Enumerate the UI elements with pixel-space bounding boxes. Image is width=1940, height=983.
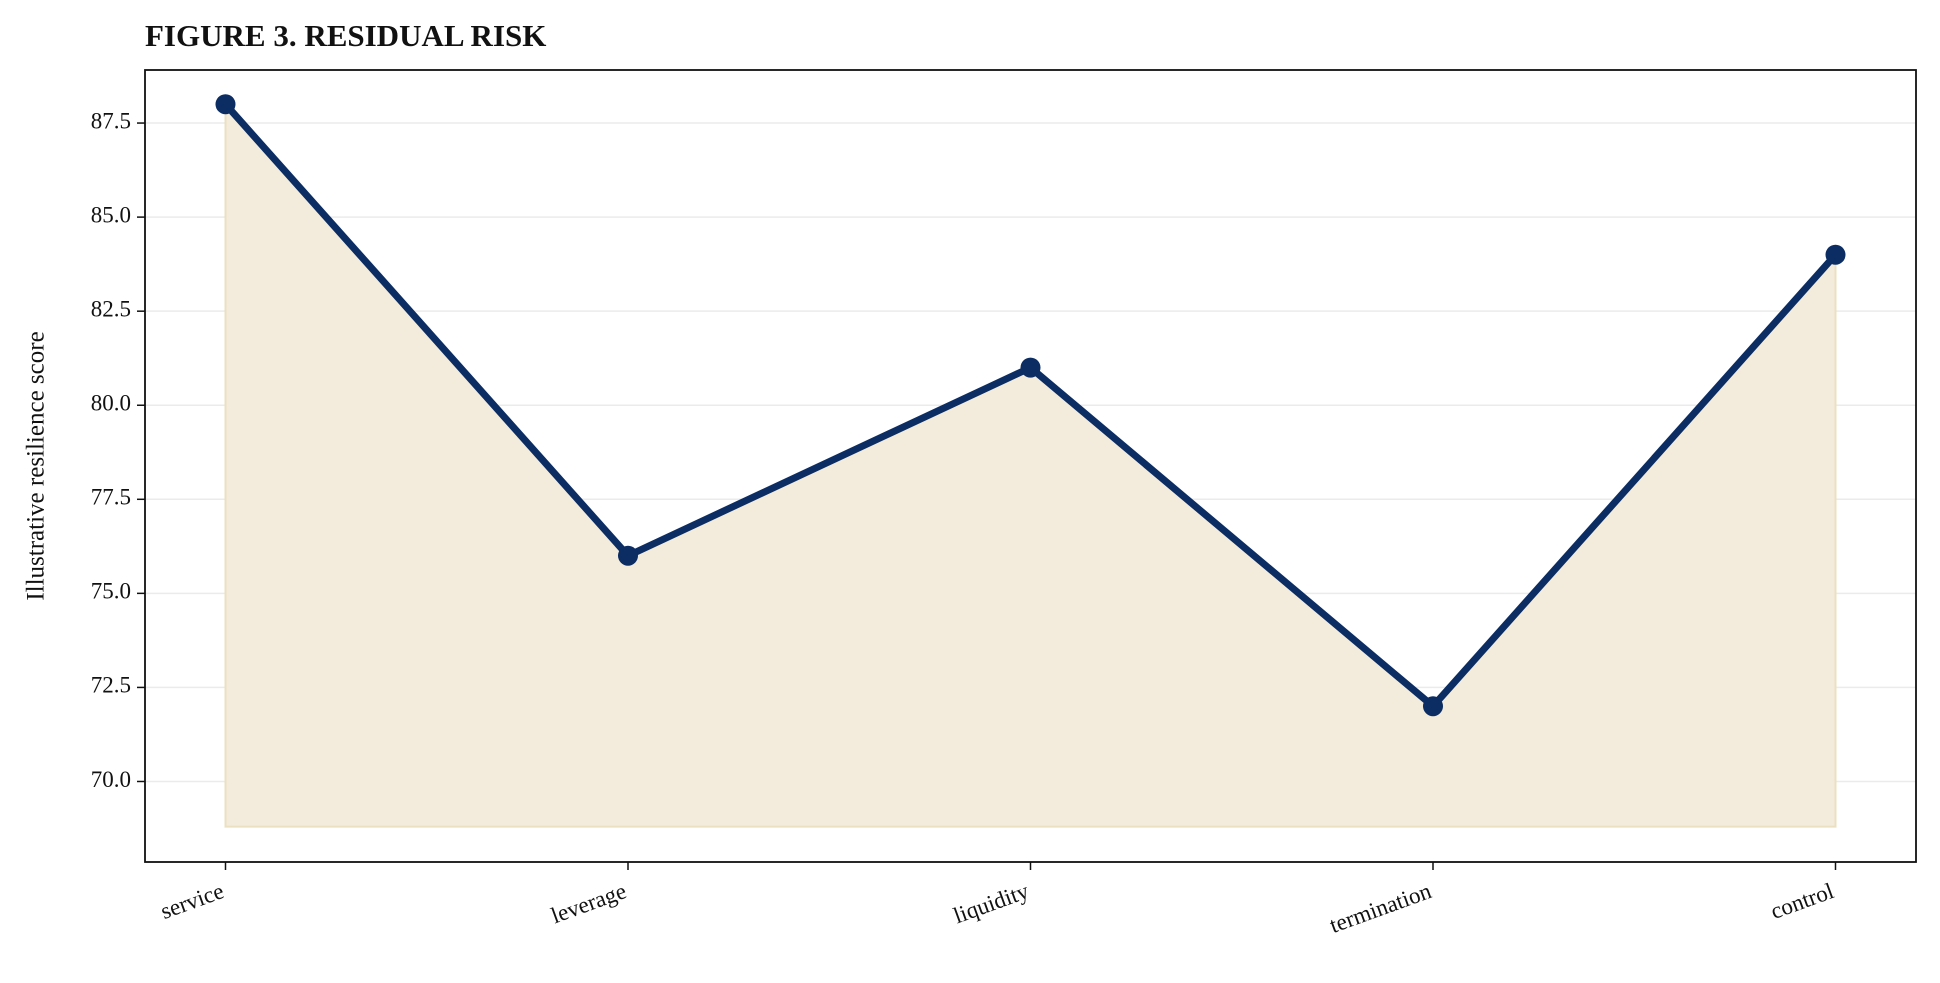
area (224, 101, 1837, 828)
y-axis-label: Illustrative resilience score (23, 331, 50, 600)
y-tick-label: 85.0 (91, 202, 131, 227)
y-tick-label: 87.5 (91, 108, 131, 133)
point (618, 545, 638, 566)
plot-frame (144, 69, 1917, 863)
y-tick-label: 80.0 (91, 391, 131, 416)
y-tick-label: 75.0 (91, 579, 131, 604)
y-tick-label: 82.5 (91, 296, 131, 321)
chart-title: FIGURE 3. RESIDUAL RISK (145, 18, 546, 53)
point (1825, 244, 1846, 265)
x-tick-label: leverage (548, 878, 630, 928)
point (1020, 357, 1041, 378)
x-tick-label: service (157, 878, 227, 924)
x-tick-label: liquidity (950, 878, 1032, 928)
point (215, 94, 236, 115)
y-tick-label: 70.0 (91, 767, 131, 792)
point (1423, 696, 1443, 717)
x-tick-label: control (1767, 878, 1837, 924)
x-tick-label: termination (1326, 878, 1435, 938)
y-tick-label: 72.5 (91, 673, 131, 698)
y-tick-label: 77.5 (91, 485, 131, 510)
